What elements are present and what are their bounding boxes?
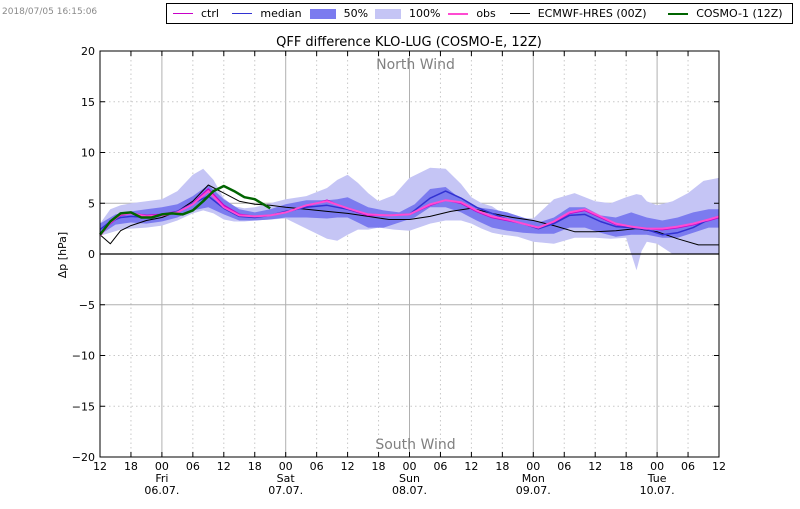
x-tick-label: 12 <box>712 460 726 473</box>
legend-item-ecmwf-hres-00z: ECMWF-HRES (00Z) <box>509 7 668 20</box>
legend-item-obs: obs <box>448 7 509 20</box>
annotation-text: North Wind <box>376 57 455 73</box>
x-tick-label: 12 <box>588 460 602 473</box>
x-date-label: 09.07. <box>516 484 551 497</box>
series-cosmo-1-12z-line <box>99 184 271 236</box>
legend-item-median: median <box>232 7 309 20</box>
x-tick-label: 06 <box>186 460 200 473</box>
y-tick-label: 10 <box>81 147 95 160</box>
x-weekday-label: Fri <box>155 472 168 485</box>
x-date-label: 06.07. <box>144 484 179 497</box>
legend-swatch <box>375 8 402 19</box>
x-tick-label: 18 <box>124 460 138 473</box>
timestamp: 2018/07/05 16:15:06 <box>2 7 98 17</box>
x-tick-label: 12 <box>341 460 355 473</box>
legend-swatch <box>509 13 530 14</box>
x-tick-label: 00 <box>155 460 169 473</box>
legend-item-ctrl: ctrl <box>167 7 232 20</box>
x-tick-label: 00 <box>526 460 540 473</box>
legend-label: 100% <box>409 7 441 20</box>
y-tick-label: 15 <box>81 96 95 109</box>
x-tick-label: 00 <box>403 460 417 473</box>
x-tick-label: 06 <box>681 460 695 473</box>
x-tick-label: 06 <box>310 460 324 473</box>
x-tick-label: 12 <box>464 460 478 473</box>
y-tick-label: 20 <box>81 45 95 58</box>
x-date-label: 10.07. <box>640 484 675 497</box>
legend-item-cosmo-1-12z: COSMO-1 (12Z) <box>668 7 792 20</box>
x-tick-label: 18 <box>495 460 509 473</box>
legend-label: COSMO-1 (12Z) <box>696 7 783 20</box>
series-obs-line <box>99 190 720 237</box>
legend-item-50pct: 50% <box>309 7 375 20</box>
y-tick-label: −10 <box>72 350 95 363</box>
chart-title: QFF difference KLO-LUG (COSMO-E, 12Z) <box>276 35 542 50</box>
legend-label: ECMWF-HRES (00Z) <box>537 7 647 20</box>
legend-item-100pct: 100% <box>375 7 448 20</box>
x-tick-label: 12 <box>217 460 231 473</box>
y-tick-label: 0 <box>88 248 95 261</box>
y-tick-label: −20 <box>72 451 95 464</box>
legend-label: median <box>260 7 302 20</box>
band-50-percent <box>100 185 719 238</box>
legend-label: 50% <box>343 7 369 20</box>
x-date-label: 08.07. <box>392 484 427 497</box>
x-tick-label: 00 <box>650 460 664 473</box>
y-tick-label: −15 <box>72 400 95 413</box>
x-tick-label: 18 <box>248 460 262 473</box>
x-weekday-label: Sun <box>399 472 420 485</box>
legend-label: ctrl <box>201 7 219 20</box>
x-weekday-label: Sat <box>277 472 296 485</box>
y-axis-label: Δp [hPa] <box>56 232 69 278</box>
x-tick-label: 18 <box>372 460 386 473</box>
x-tick-label: 12 <box>93 460 107 473</box>
annotation-text: South Wind <box>375 437 455 453</box>
legend-label: obs <box>476 7 496 20</box>
x-weekday-label: Mon <box>522 472 545 485</box>
x-tick-label: 06 <box>433 460 447 473</box>
legend-swatch <box>668 12 689 15</box>
x-weekday-label: Tue <box>647 472 667 485</box>
legend-swatch <box>309 8 336 19</box>
y-tick-label: 5 <box>88 197 95 210</box>
legend-swatch <box>232 13 253 14</box>
legend: ctrl median 50% 100% obs ECMWF-HRES (00Z) COSM… <box>166 3 793 24</box>
x-tick-label: 00 <box>279 460 293 473</box>
legend-swatch <box>173 13 193 14</box>
y-tick-label: −5 <box>79 299 95 312</box>
x-tick-label: 18 <box>619 460 633 473</box>
x-tick-label: 06 <box>557 460 571 473</box>
legend-swatch <box>448 12 469 15</box>
x-date-label: 07.07. <box>268 484 303 497</box>
